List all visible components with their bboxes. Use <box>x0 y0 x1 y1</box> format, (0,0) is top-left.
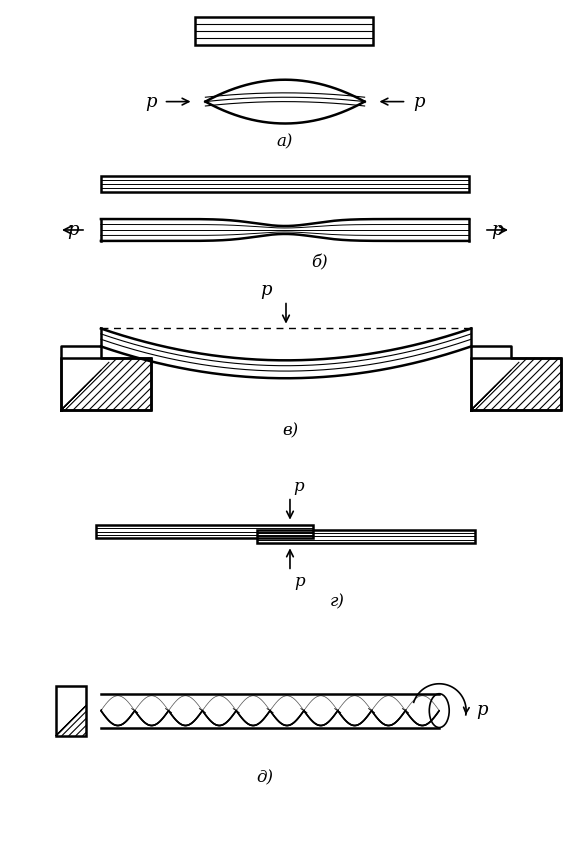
Text: p: p <box>145 93 156 110</box>
Text: в): в) <box>282 422 298 439</box>
Text: p: p <box>67 221 79 239</box>
Text: p: p <box>260 281 272 299</box>
Text: p: p <box>413 93 425 110</box>
Text: p: p <box>293 478 304 495</box>
Text: б): б) <box>312 255 328 272</box>
Text: p: p <box>294 573 304 591</box>
Text: p: p <box>491 221 502 239</box>
Text: p: p <box>476 701 487 719</box>
Text: г): г) <box>330 593 345 610</box>
Text: a): a) <box>277 133 293 151</box>
Text: д): д) <box>256 770 274 786</box>
